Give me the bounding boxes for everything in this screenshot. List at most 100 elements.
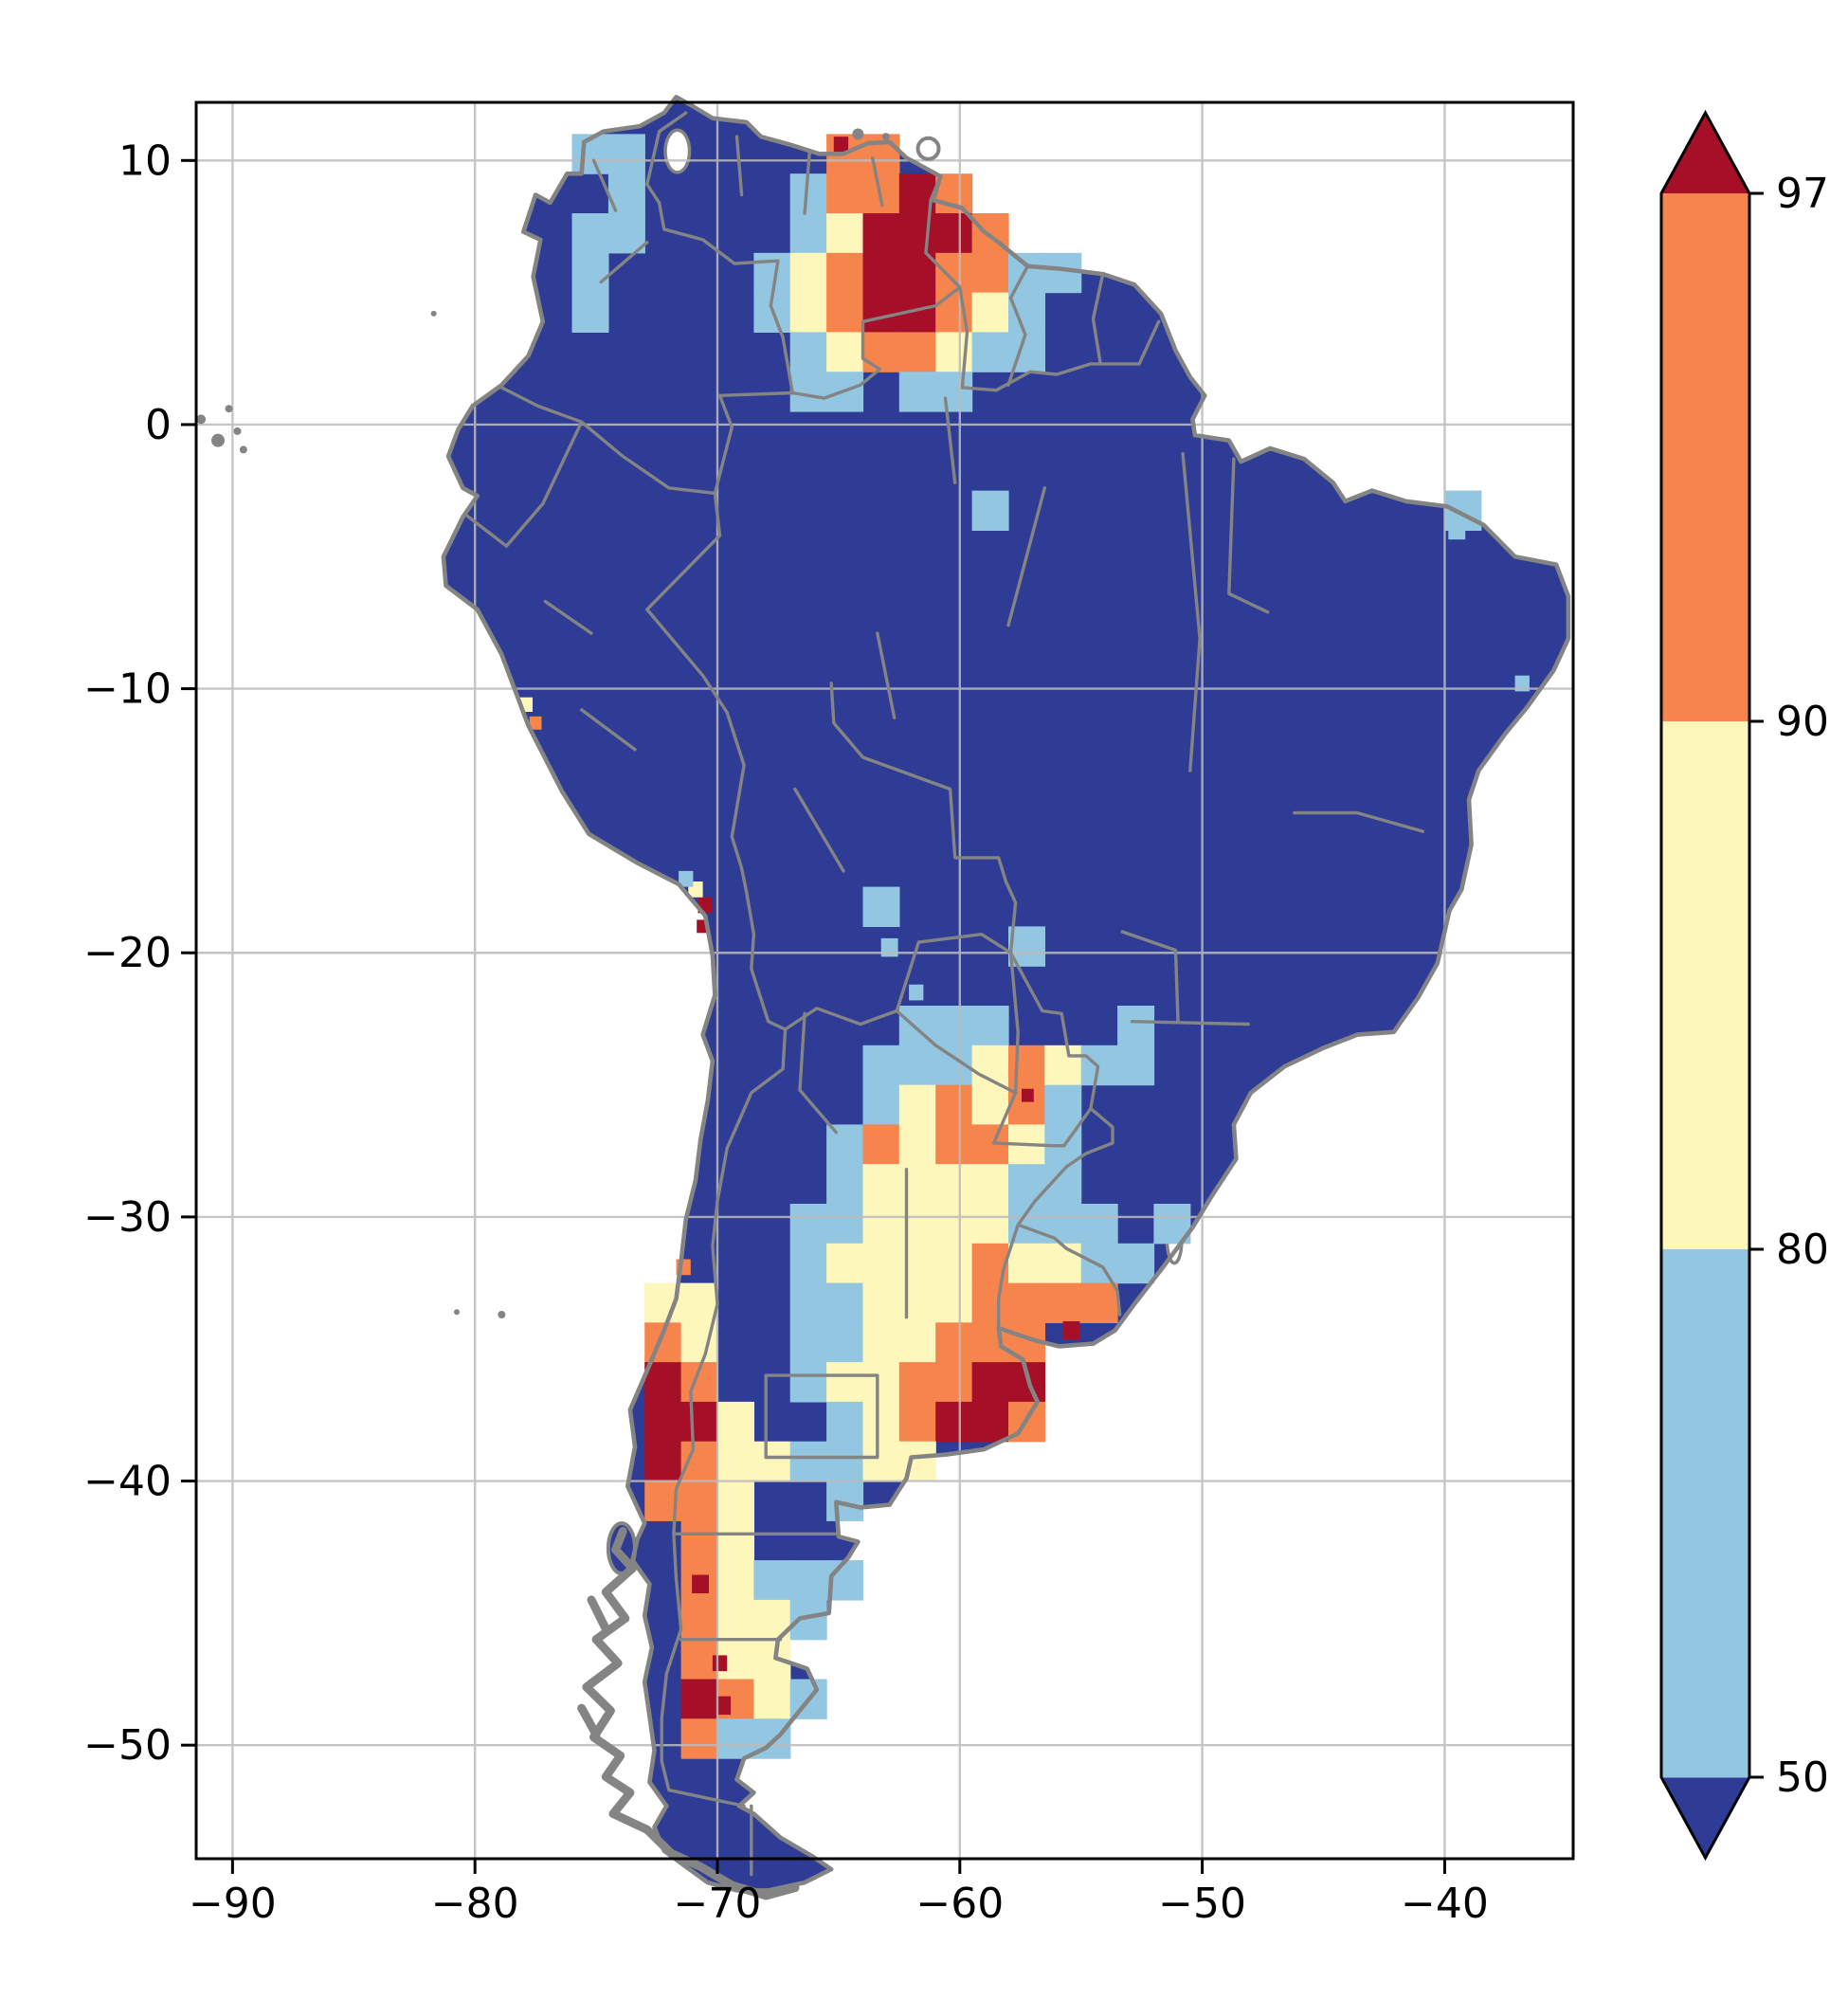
raster-cell [826, 213, 864, 254]
raster-cell [789, 332, 827, 373]
raster-cell [826, 1243, 864, 1284]
raster-cell [1080, 1204, 1118, 1245]
raster-cell [935, 1164, 973, 1205]
raster-cell [1008, 1282, 1045, 1323]
raster-cell [571, 292, 609, 333]
raster-cell [1044, 1084, 1082, 1125]
raster-cell [789, 252, 827, 294]
admin-border [1008, 951, 1100, 1148]
raster-cell [789, 1204, 827, 1245]
admin-border [871, 155, 884, 208]
raster-cell [862, 252, 900, 294]
raster-cell [935, 1322, 973, 1363]
raster-cell [644, 1362, 682, 1403]
raster-cell [826, 1124, 864, 1165]
colorbar-tick-label: 50 [1776, 1754, 1829, 1802]
raster-cell [607, 213, 645, 254]
y-tick-label: 0 [145, 401, 172, 449]
raster-cell [898, 1084, 936, 1125]
raster-cell [971, 252, 1009, 294]
raster-cell [862, 292, 900, 333]
x-tick-label: −50 [1158, 1880, 1246, 1928]
raster-cell [826, 1441, 864, 1482]
lake [663, 128, 692, 174]
raster-cell [680, 1282, 718, 1323]
raster-cell [1008, 1243, 1045, 1284]
raster-cell [826, 1282, 864, 1323]
colorbar: 97 90 80 50 [1659, 109, 1829, 1862]
raster-cell [826, 1322, 864, 1363]
raster-spot [1062, 1321, 1080, 1340]
admin-border [580, 708, 637, 752]
raster-cell [935, 1006, 973, 1046]
raster-spot [909, 984, 924, 1001]
colorbar-tick-label: 80 [1776, 1226, 1829, 1274]
raster-cell [935, 1124, 973, 1165]
colorbar-extend-above [1661, 113, 1749, 193]
raster-cell [898, 1164, 936, 1205]
admin-border [829, 681, 1018, 954]
island-dot [233, 427, 242, 435]
raster-spot [1514, 675, 1530, 692]
raster-cell [717, 1520, 754, 1561]
admin-border [798, 1011, 838, 1135]
raster-cell [935, 1401, 973, 1443]
raster-cell [898, 1204, 936, 1245]
raster-cell [898, 252, 936, 294]
admin-border [591, 158, 618, 212]
admin-border [793, 787, 845, 873]
raster-cell [862, 886, 900, 927]
raster-cell [680, 1481, 718, 1521]
raster-cell [717, 1599, 754, 1641]
raster-cell [644, 1441, 682, 1482]
colorbar-band [1661, 721, 1749, 1250]
raster-cell [935, 1204, 973, 1245]
admin-border [803, 151, 811, 215]
raster-cell [935, 213, 973, 254]
raster-spot [679, 870, 694, 887]
raster-cell [971, 332, 1009, 373]
admin-border [713, 391, 794, 537]
admin-border [1293, 810, 1425, 833]
admin-border [996, 1106, 1114, 1333]
y-tick-label: 10 [118, 136, 172, 185]
raster-cell [971, 1204, 1009, 1245]
raster-cell [789, 1362, 827, 1403]
raster-spot [529, 716, 542, 730]
colorbar-tick-label: 90 [1776, 698, 1829, 746]
y-tick-label: −20 [83, 929, 172, 977]
raster-cell [789, 1560, 827, 1601]
admin-border [660, 711, 788, 1808]
raster-spot [692, 1574, 709, 1593]
raster-cell [898, 1362, 936, 1403]
raster-cell [789, 1441, 827, 1482]
raster-cell [1008, 252, 1045, 294]
raster-cell [753, 1441, 791, 1482]
raster-cell [1008, 1164, 1045, 1205]
island-dot [196, 414, 207, 425]
raster-cell [971, 1164, 1009, 1205]
raster-cell [717, 1718, 754, 1759]
plot-frame [194, 100, 1575, 1861]
admin-border [645, 534, 729, 715]
admin-border [645, 111, 794, 395]
raster-cell [571, 252, 609, 294]
raster-cell [971, 490, 1009, 531]
raster-cell [1080, 1243, 1118, 1284]
raster-cell [1117, 1045, 1155, 1086]
raster-cell [862, 1243, 900, 1284]
raster-cell [971, 292, 1009, 333]
colorbar-tick-label: 97 [1776, 170, 1829, 218]
raster-cell [1117, 1006, 1155, 1046]
raster-cell [826, 1481, 864, 1521]
raster-cell [862, 1124, 900, 1165]
island-dot [498, 1310, 506, 1318]
raster-cell [789, 213, 827, 254]
y-tick-label: −30 [83, 1193, 172, 1242]
raster-cell [971, 1362, 1009, 1403]
raster-cell [971, 1401, 1009, 1443]
admin-borders [463, 111, 1425, 1877]
raster-spot [1448, 520, 1466, 540]
